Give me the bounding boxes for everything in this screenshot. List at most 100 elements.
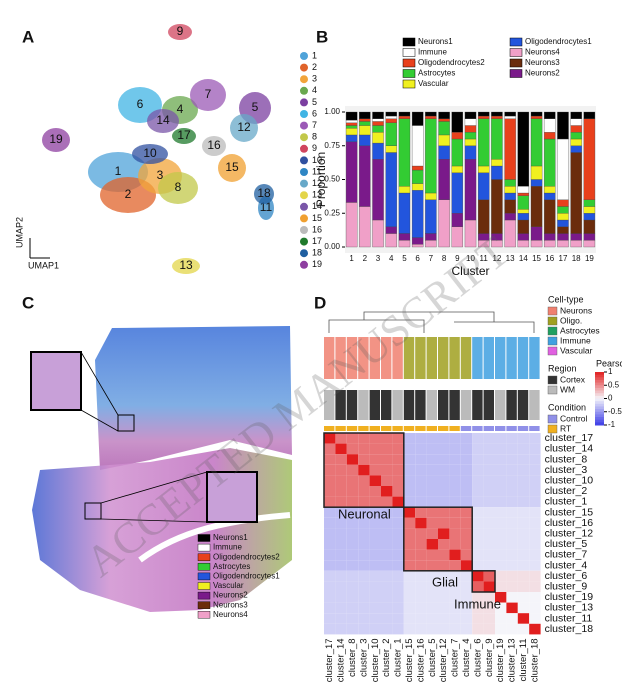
heatmap-cell — [358, 496, 370, 508]
heatmap-cell — [381, 549, 393, 561]
heatmap-cell — [460, 517, 473, 529]
bar-segment — [411, 111, 424, 126]
heatmap-cell — [381, 496, 393, 508]
heatmap-cell — [483, 486, 495, 497]
heatmap-cell — [529, 433, 541, 444]
heatmap-cell — [438, 517, 450, 529]
cluster-label: 18 — [257, 186, 271, 200]
heatmap-cell — [426, 613, 438, 624]
heatmap-cell — [438, 464, 450, 476]
heatmap-cell — [381, 560, 393, 571]
heatmap-cell — [415, 549, 427, 561]
bar-segment — [544, 240, 556, 248]
heatmap-cell — [438, 560, 450, 571]
colorbar-step — [595, 411, 604, 415]
heatmap-cell — [392, 433, 404, 444]
heatmap-cell — [426, 570, 438, 582]
legend-title: Cell-type — [548, 294, 584, 304]
heatmap-cell — [472, 549, 484, 561]
cluster-label: 14 — [156, 113, 170, 127]
heatmap-cell — [335, 539, 347, 550]
bar-segment — [570, 132, 582, 140]
bar-segment — [478, 115, 490, 119]
bar-segment — [385, 226, 397, 234]
heatmap-cell — [495, 623, 507, 635]
bar-segment — [398, 111, 411, 117]
bar-segment — [504, 192, 516, 200]
heatmap-cell — [426, 528, 438, 539]
heatmap-cell — [369, 623, 381, 635]
heatmap-cell — [506, 528, 518, 539]
umap-cluster — [168, 24, 192, 40]
heatmap-cell — [495, 454, 507, 465]
heatmap-cell — [483, 592, 495, 603]
heatmap-cell — [472, 454, 484, 465]
bar-segment — [491, 159, 503, 167]
heatmap-cell — [438, 581, 450, 592]
bar-segment — [583, 233, 596, 241]
heatmap-cell — [369, 549, 381, 561]
bar-segment — [491, 111, 503, 117]
heatmap-cell — [403, 475, 416, 486]
heatmap-cell — [381, 475, 393, 486]
heatmap-cell — [381, 433, 393, 444]
heatmap-cell — [335, 433, 347, 444]
bar-segment — [530, 118, 543, 167]
x-tick-label: 8 — [442, 254, 447, 263]
region-track — [472, 390, 483, 420]
bar-segment — [504, 118, 516, 180]
row-label: cluster_12 — [545, 527, 594, 539]
cluster-label: 16 — [207, 138, 221, 152]
heatmap-cell — [346, 486, 359, 497]
heatmap-cell — [472, 517, 484, 529]
heatmap-cell — [449, 464, 461, 476]
heatmap-cell — [346, 592, 359, 603]
heatmap-cell — [460, 433, 473, 444]
legend-label: Immune — [560, 335, 591, 345]
heatmap-cell — [438, 486, 450, 497]
heatmap-cell — [517, 433, 530, 444]
bar-segment — [557, 219, 569, 227]
colorbar-step — [595, 377, 604, 381]
legend-label: 8 — [312, 132, 317, 142]
column-label: cluster_17 — [324, 638, 335, 682]
bar-segment — [359, 145, 371, 207]
heatmap-cell — [346, 560, 359, 571]
heatmap-cell — [460, 623, 473, 635]
legend-label: 12 — [312, 178, 322, 188]
bar-segment — [544, 186, 556, 194]
heatmap-cell — [369, 433, 381, 444]
heatmap-cell — [483, 549, 495, 561]
bar-segment — [504, 111, 516, 117]
heatmap-cell — [517, 496, 530, 508]
heatmap-cell — [415, 443, 427, 455]
heatmap-cell — [460, 496, 473, 508]
heatmap-cell — [358, 433, 370, 444]
bar-segment — [464, 111, 477, 119]
heatmap-cell — [483, 602, 495, 614]
legend-swatch — [547, 414, 558, 424]
bar-segment — [544, 118, 556, 133]
legend-label: 19 — [312, 259, 322, 269]
legend-swatch — [300, 121, 308, 130]
cluster-label: 17 — [177, 128, 191, 142]
block-outline — [471, 570, 496, 593]
bar-segment — [491, 115, 503, 119]
heatmap-cell — [358, 486, 370, 497]
heatmap-cell — [335, 623, 347, 635]
condition-track — [369, 426, 380, 431]
cluster-label: 4 — [177, 102, 184, 116]
heatmap-cell — [415, 475, 427, 486]
celltype-track — [415, 337, 426, 379]
x-tick-label: 18 — [572, 254, 581, 263]
column-label: cluster_5 — [427, 638, 438, 677]
bar-segment — [451, 165, 463, 173]
legend-label: 15 — [312, 213, 322, 223]
heatmap-cell — [449, 539, 461, 550]
region-track — [403, 390, 415, 420]
heatmap-cell — [506, 560, 518, 571]
legend-swatch — [197, 534, 211, 542]
bar-segment — [504, 115, 516, 119]
bar-segment — [530, 165, 543, 180]
heatmap-cell — [346, 433, 359, 444]
